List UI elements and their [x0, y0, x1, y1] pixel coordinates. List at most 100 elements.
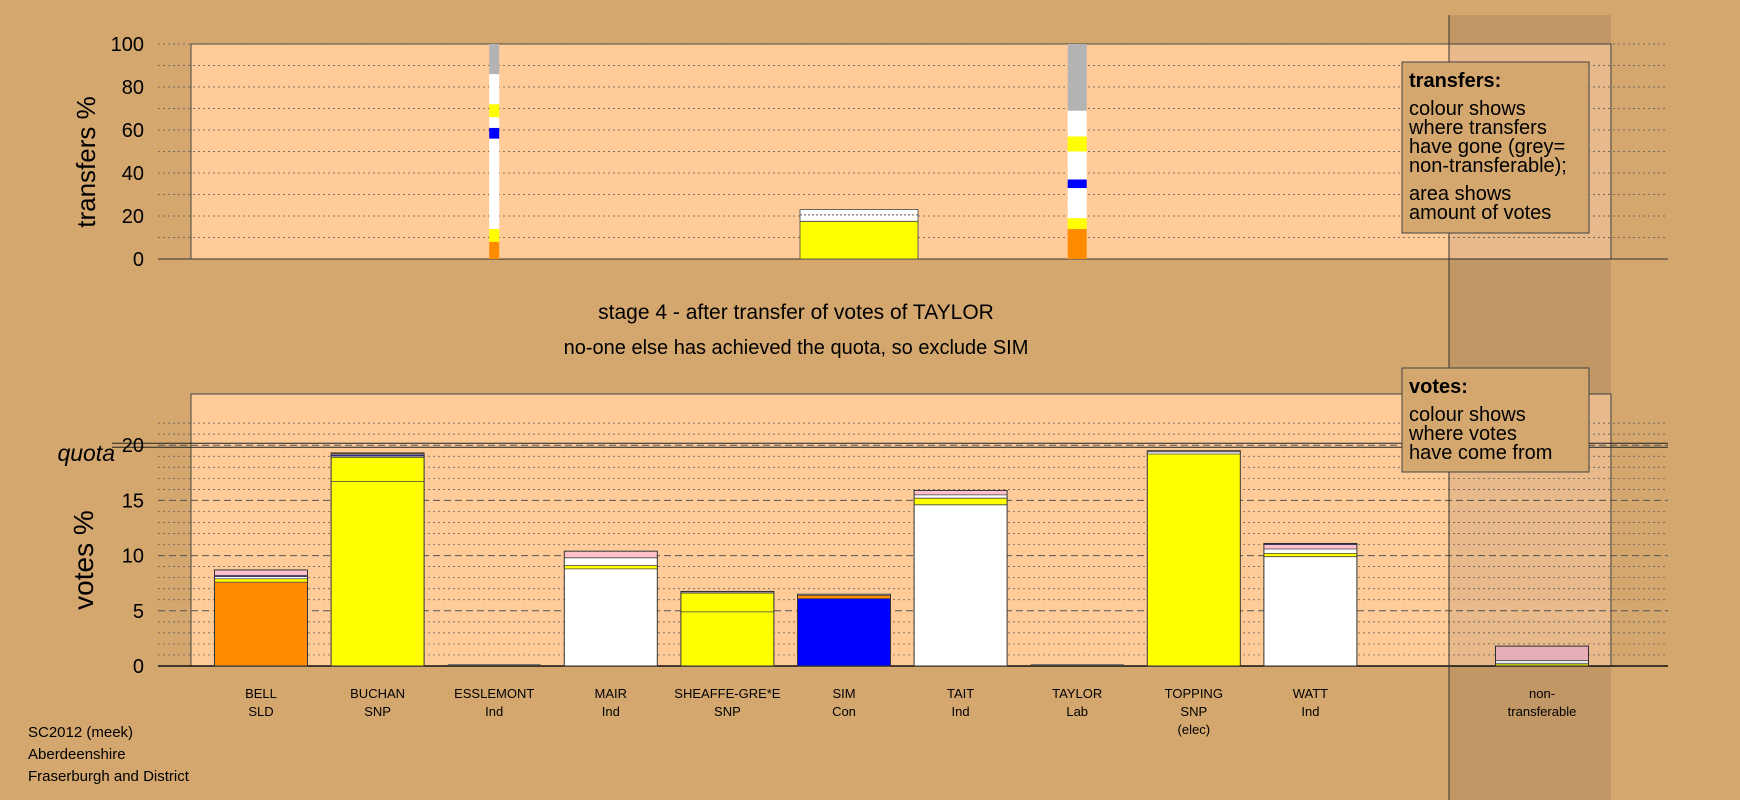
transfers-tick-label: 100: [111, 34, 144, 56]
votes-bars: [214, 450, 1589, 667]
vote-segment: [1263, 544, 1357, 549]
vote-segment: [797, 595, 891, 599]
votes-y-axis-label: votes %: [68, 510, 99, 610]
transfers-legend-line: amount of votes: [1409, 202, 1551, 224]
transfer-segment: [1067, 44, 1087, 111]
vote-bar-outline: [1146, 450, 1241, 667]
transfer-segment: [489, 224, 500, 229]
transfers-legend-title: transfers:: [1409, 70, 1501, 92]
candidate-party-label: SNP: [1180, 704, 1207, 719]
vote-bar-outline: [1263, 542, 1358, 667]
vote-segment: [1147, 450, 1241, 452]
vote-segment: [1263, 553, 1357, 557]
vote-segment: [331, 456, 425, 458]
transfers-legend-line: colour shows: [1409, 98, 1526, 120]
vote-segment: [914, 494, 1008, 499]
vote-segment: [680, 611, 774, 666]
vote-segment: [214, 569, 308, 576]
transfers-legend-line: have gone (grey=: [1409, 136, 1565, 158]
vote-bar-outline: [913, 489, 1008, 667]
vote-segment: [1263, 548, 1357, 554]
transfer-segment: [1067, 188, 1087, 219]
vote-segment: [214, 582, 308, 666]
transfer-segment: [489, 117, 500, 128]
vote-segment: [797, 594, 891, 596]
vote-segment: [331, 455, 425, 457]
transfers-legend-line: non-transferable);: [1409, 155, 1567, 177]
transfer-bar-outline: [799, 209, 919, 260]
vote-bar-outline: [563, 550, 658, 667]
vote-segment: [1147, 454, 1241, 666]
transfer-segment: [489, 127, 500, 139]
footer-line: SC2012 (meek): [28, 724, 133, 741]
candidate-name-label: TAYLOR: [1052, 686, 1102, 701]
votes-legend-box: [1401, 367, 1590, 473]
transfers-legend-line: where transfers: [1408, 117, 1547, 139]
transfers-tick-label: 40: [122, 163, 144, 185]
vote-segment: [1495, 646, 1589, 661]
candidate-name-label: TOPPING: [1165, 686, 1223, 701]
footer-line: Fraserburgh and District: [28, 768, 190, 785]
vote-segment: [797, 598, 891, 666]
votes-tick-label: 10: [122, 546, 144, 568]
candidate-name-label: TAIT: [947, 686, 974, 701]
vote-segment: [914, 498, 1008, 505]
candidate-name-label: WATT: [1293, 686, 1328, 701]
candidate-name-label: MAIR: [595, 686, 628, 701]
votes-legend-line: where votes: [1408, 423, 1517, 445]
votes-tick-label: 5: [133, 601, 144, 623]
vote-segment: [1495, 663, 1589, 666]
transfer-segment: [489, 222, 500, 225]
transfer-segment: [489, 74, 500, 105]
candidate-party-label: Ind: [1301, 704, 1319, 719]
candidate-labels: BELL SLD BUCHAN SNP ESSLEMONT Ind MAIR Ind SHEAF…: [245, 686, 1576, 737]
transfer-segment: [489, 104, 500, 118]
vote-segment: [1147, 451, 1241, 455]
vote-segment: [564, 551, 658, 558]
transfer-segment: [800, 209, 918, 215]
candidate-party-label: transferable: [1508, 704, 1577, 719]
vote-segment: [331, 452, 425, 455]
vote-segment: [331, 481, 425, 666]
vote-segment: [680, 593, 774, 612]
votes-tick-label: 20: [122, 435, 144, 457]
vote-segment: [564, 565, 658, 569]
candidate-name-label: BUCHAN: [350, 686, 405, 701]
vote-segment: [564, 568, 658, 666]
votes-tick-label: 15: [122, 490, 144, 512]
candidate-party-label: Lab: [1066, 704, 1088, 719]
candidate-party-label: SNP: [714, 704, 741, 719]
vote-bar-outline: [797, 593, 891, 667]
vote-segment: [214, 576, 308, 579]
candidate-name-label: BELL: [245, 686, 277, 701]
candidate-name-label: SIM: [832, 686, 855, 701]
transfer-segment: [1067, 179, 1087, 189]
votes-y-ticks: 0 5 10 15 20: [122, 435, 144, 678]
vote-segment: [564, 557, 658, 566]
transfers-tick-label: 0: [133, 249, 144, 271]
transfers-legend-box: [1401, 61, 1590, 234]
transfer-segment: [489, 138, 500, 223]
transfer-segment: [489, 44, 500, 75]
transfers-y-axis-label: transfers %: [71, 96, 101, 228]
transfers-tick-label: 60: [122, 120, 144, 142]
votes-legend-title: votes:: [1409, 376, 1468, 398]
candidate-note-label: (elec): [1178, 722, 1211, 737]
transfer-segment: [489, 241, 500, 259]
votes-plot-area: [190, 393, 1612, 667]
candidate-party-label: Ind: [602, 704, 620, 719]
transfer-segment: [1067, 151, 1087, 180]
transfers-y-ticks: 0 20 40 60 80 100: [111, 34, 144, 271]
transfer-segment: [1067, 136, 1087, 152]
vote-segment: [214, 575, 308, 577]
votes-tick-label: 0: [133, 656, 144, 678]
votes-legend-line: have come from: [1409, 442, 1552, 464]
vote-segment: [214, 578, 308, 583]
transfers-tick-label: 80: [122, 77, 144, 99]
transfer-segment: [1067, 110, 1087, 137]
transfers-legend-line: area shows: [1409, 183, 1511, 205]
transfers-tick-label: 20: [122, 206, 144, 228]
vote-segment: [331, 454, 425, 456]
stage-title: stage 4 - after transfer of votes of TAY…: [598, 301, 994, 324]
transfers-bars: [489, 44, 1087, 260]
